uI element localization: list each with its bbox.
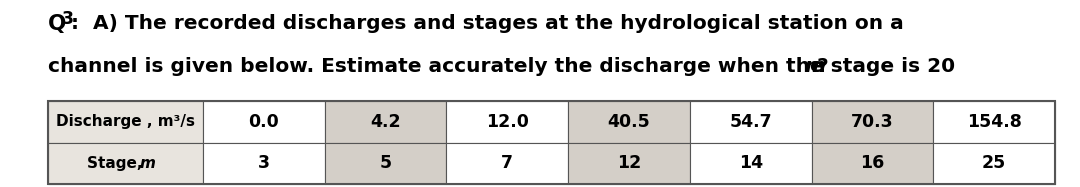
Bar [48,101,203,142]
Text: channel is given below. Estimate accurately the discharge when the stage is 20: channel is given below. Estimate accurat… [48,57,962,76]
Text: m: m [804,57,825,76]
Bar [203,142,325,184]
Text: 7: 7 [501,154,513,172]
Text: 16: 16 [861,154,885,172]
Text: ?: ? [816,57,828,76]
Text: :  A) The recorded discharges and stages at the hydrological station on a: : A) The recorded discharges and stages … [71,14,904,33]
Bar [568,142,690,184]
Bar [933,142,1055,184]
Text: 54.7: 54.7 [729,113,772,131]
Bar [811,142,933,184]
Text: Stage,: Stage, [87,156,148,171]
Bar [933,101,1055,142]
Text: 3: 3 [62,10,75,28]
Bar [203,101,325,142]
Bar [568,101,690,142]
Bar [325,142,446,184]
Bar [446,142,568,184]
Text: m: m [139,156,156,171]
Bar [446,101,568,142]
Text: 0.0: 0.0 [248,113,280,131]
Bar [690,101,811,142]
Bar [48,142,203,184]
Bar [811,101,933,142]
Text: Q: Q [48,14,66,34]
Text: 12.0: 12.0 [486,113,529,131]
Bar [325,101,446,142]
Text: 4.2: 4.2 [370,113,401,131]
Text: 12: 12 [617,154,642,172]
Bar [690,142,811,184]
Text: 25: 25 [982,154,1007,172]
Text: 70.3: 70.3 [851,113,894,131]
Text: 14: 14 [739,154,762,172]
Bar [48,101,1055,184]
Text: 40.5: 40.5 [608,113,650,131]
Text: Discharge , m³/s: Discharge , m³/s [56,114,195,129]
Text: 5: 5 [379,154,392,172]
Text: 3: 3 [258,154,270,172]
Text: 154.8: 154.8 [967,113,1022,131]
